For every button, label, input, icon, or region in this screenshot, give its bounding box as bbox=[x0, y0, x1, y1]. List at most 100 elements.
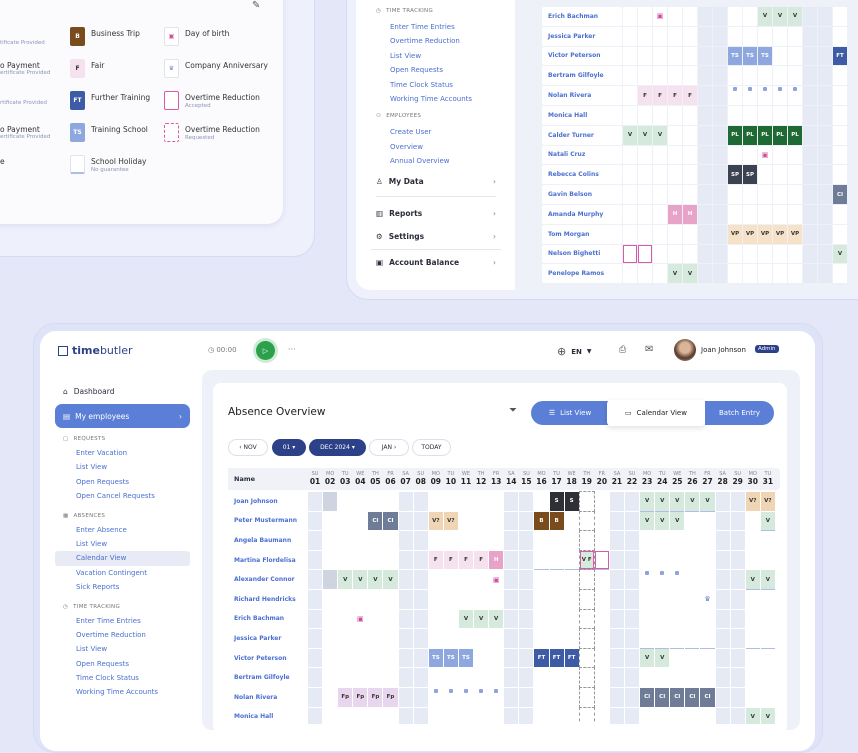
day-cell[interactable] bbox=[640, 668, 655, 687]
printer-icon[interactable]: ⎙ bbox=[619, 345, 627, 355]
day-cell[interactable] bbox=[803, 205, 817, 224]
day-cell[interactable] bbox=[803, 224, 817, 244]
day-cell[interactable] bbox=[474, 707, 489, 724]
day-cell[interactable]: CI bbox=[833, 185, 847, 204]
day-cell[interactable] bbox=[760, 609, 775, 629]
day-cell[interactable] bbox=[743, 86, 757, 105]
my-data-item[interactable]: ♙ My Data › bbox=[376, 176, 496, 186]
day-cell[interactable] bbox=[338, 609, 353, 629]
day-cell[interactable]: FT bbox=[534, 648, 549, 668]
day-cell[interactable] bbox=[773, 86, 787, 105]
account-balance-item[interactable]: ▣ Account Balance › bbox=[376, 257, 496, 267]
day-cell[interactable] bbox=[773, 66, 787, 86]
day-cell[interactable] bbox=[655, 590, 670, 609]
day-cell[interactable] bbox=[713, 26, 727, 46]
day-cell[interactable] bbox=[803, 26, 817, 46]
day-cell[interactable] bbox=[683, 66, 697, 86]
day-cell[interactable] bbox=[353, 707, 368, 724]
day-cell[interactable] bbox=[534, 590, 549, 609]
day-cell[interactable]: V bbox=[338, 570, 353, 589]
day-cell[interactable] bbox=[308, 629, 323, 648]
day-cell[interactable] bbox=[623, 264, 637, 284]
day-cell[interactable] bbox=[624, 531, 640, 550]
day-cell[interactable] bbox=[489, 707, 504, 724]
day-cell[interactable] bbox=[640, 629, 655, 650]
day-cell[interactable] bbox=[623, 26, 637, 46]
day-cell[interactable]: CI bbox=[700, 688, 715, 707]
day-cell[interactable] bbox=[578, 491, 595, 512]
day-cell[interactable] bbox=[683, 125, 697, 145]
day-cell[interactable] bbox=[368, 609, 383, 629]
day-cell[interactable] bbox=[623, 244, 637, 264]
day-cell[interactable] bbox=[773, 106, 787, 125]
day-cell[interactable]: TS bbox=[443, 648, 458, 668]
sidebar-link[interactable]: Overview bbox=[390, 142, 423, 151]
day-cell[interactable] bbox=[564, 609, 579, 629]
day-cell[interactable] bbox=[489, 511, 504, 531]
day-cell[interactable] bbox=[683, 7, 697, 26]
day-cell[interactable]: H bbox=[683, 205, 697, 224]
day-cell[interactable] bbox=[818, 244, 832, 264]
day-cell[interactable] bbox=[698, 185, 712, 204]
day-cell[interactable] bbox=[730, 492, 745, 511]
day-cell[interactable] bbox=[803, 165, 817, 185]
day-cell[interactable] bbox=[698, 264, 712, 284]
day-cell[interactable]: V bbox=[683, 264, 697, 284]
day-cell[interactable] bbox=[323, 609, 338, 629]
day-cell[interactable] bbox=[398, 688, 413, 707]
day-cell[interactable] bbox=[504, 570, 519, 589]
day-cell[interactable]: PL bbox=[758, 125, 772, 145]
day-cell[interactable]: CI bbox=[640, 688, 655, 707]
list-view-button[interactable]: ☰ List View bbox=[531, 401, 609, 425]
day-cell[interactable] bbox=[413, 707, 428, 724]
day-cell[interactable] bbox=[698, 106, 712, 125]
employee-name[interactable]: Nolan Rivera bbox=[228, 688, 307, 707]
employee-name[interactable]: Richard Hendricks bbox=[228, 590, 307, 609]
day-cell[interactable] bbox=[308, 668, 323, 687]
day-cell[interactable] bbox=[700, 511, 715, 531]
day-cell[interactable] bbox=[578, 530, 595, 551]
day-cell[interactable] bbox=[609, 609, 624, 629]
day-cell[interactable] bbox=[803, 66, 817, 86]
day-cell[interactable] bbox=[803, 106, 817, 125]
day-cell[interactable] bbox=[670, 648, 685, 668]
day-cell[interactable] bbox=[818, 106, 832, 125]
day-cell[interactable]: CI bbox=[670, 688, 685, 707]
day-cell[interactable] bbox=[818, 46, 832, 66]
day-cell[interactable] bbox=[368, 629, 383, 648]
day-cell[interactable]: V bbox=[760, 511, 775, 533]
day-cell[interactable] bbox=[338, 511, 353, 531]
day-cell[interactable] bbox=[653, 66, 667, 86]
day-cell[interactable] bbox=[713, 125, 727, 145]
employee-name[interactable]: Penelope Ramos bbox=[542, 264, 622, 284]
day-cell[interactable] bbox=[683, 145, 697, 165]
day-cell[interactable] bbox=[760, 648, 775, 668]
day-cell[interactable] bbox=[653, 26, 667, 46]
day-cell[interactable] bbox=[833, 264, 847, 284]
day-cell[interactable] bbox=[519, 707, 534, 724]
day-cell[interactable] bbox=[745, 511, 760, 531]
day-cell[interactable] bbox=[653, 46, 667, 66]
day-cell[interactable]: FT bbox=[564, 648, 579, 668]
day-cell[interactable]: SP bbox=[728, 165, 742, 185]
employee-name[interactable]: Peter Mustermann bbox=[228, 511, 307, 531]
employee-name[interactable]: Erich Bachman bbox=[228, 609, 307, 629]
day-cell[interactable] bbox=[788, 145, 802, 165]
day-cell[interactable] bbox=[730, 590, 745, 609]
day-cell[interactable]: S bbox=[549, 492, 564, 511]
day-cell[interactable]: V bbox=[653, 125, 667, 145]
day-cell[interactable] bbox=[504, 707, 519, 724]
day-cell[interactable] bbox=[728, 26, 742, 46]
day-cell[interactable] bbox=[668, 125, 682, 145]
day-cell[interactable]: V bbox=[655, 648, 670, 668]
day-cell[interactable] bbox=[549, 668, 564, 687]
day-cell[interactable] bbox=[743, 205, 757, 224]
day-cell[interactable] bbox=[685, 531, 700, 550]
employee-name[interactable]: Bertram Gilfoyle bbox=[228, 668, 307, 687]
day-cell[interactable]: V bbox=[685, 492, 700, 513]
day-cell[interactable]: V bbox=[655, 492, 670, 513]
day-cell[interactable] bbox=[578, 647, 595, 669]
day-cell[interactable] bbox=[698, 224, 712, 244]
day-cell[interactable] bbox=[323, 668, 338, 687]
day-cell[interactable] bbox=[368, 668, 383, 687]
